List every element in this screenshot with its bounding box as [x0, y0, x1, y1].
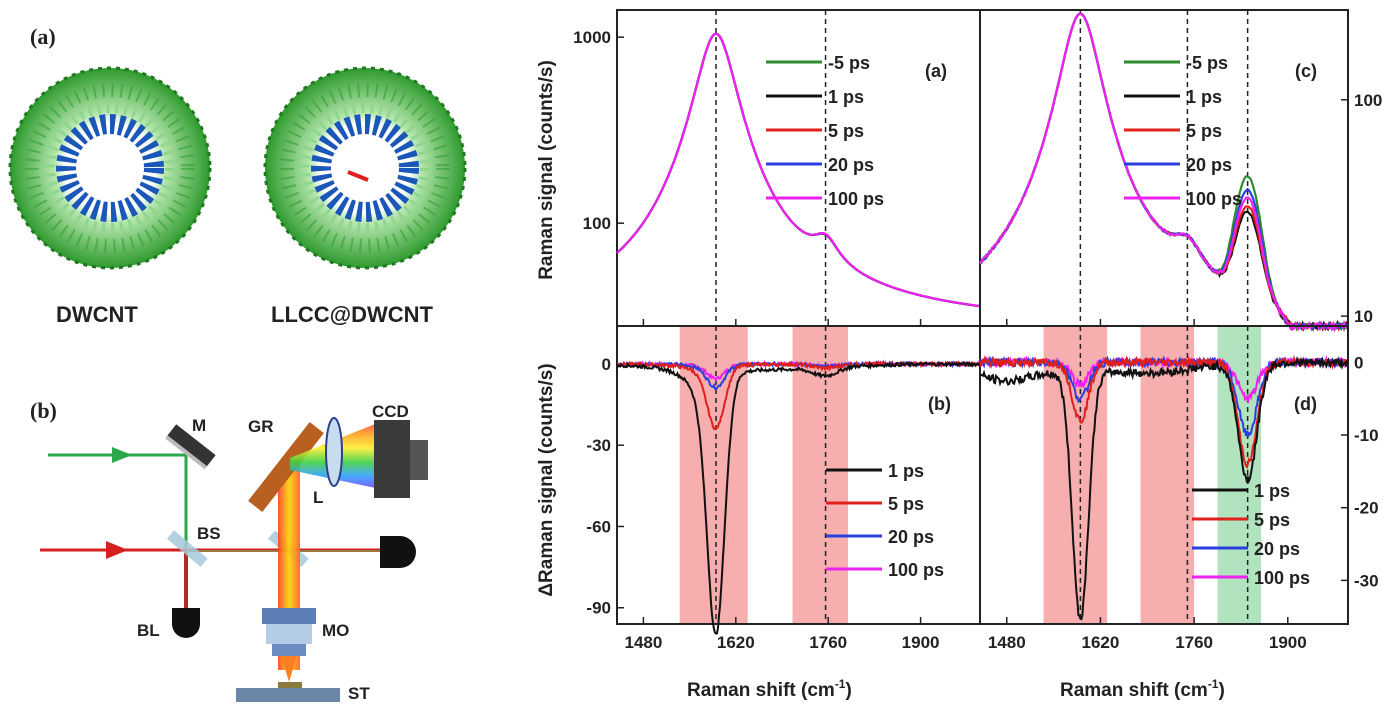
chart-d-xtick-label: 1620 — [1082, 633, 1120, 652]
chart-d-legend-label: 100 ps — [1254, 568, 1310, 588]
label-m: M — [192, 416, 206, 435]
chart-d-xtick-label: 1900 — [1269, 633, 1307, 652]
chart-c-ytick-label: 100 — [1354, 91, 1382, 110]
chart-a-ytick-label: 1000 — [573, 28, 611, 47]
label-mo: MO — [322, 621, 349, 640]
chart-d-panel-label: (d) — [1294, 394, 1317, 414]
optical-setup — [40, 417, 428, 702]
chart-a-legend-label: -5 ps — [828, 53, 870, 73]
chart-b-legend-label: 20 ps — [888, 527, 934, 547]
mirror — [166, 424, 216, 468]
carbon-chain — [347, 170, 369, 182]
label-gr: GR — [248, 417, 274, 436]
xlabel-left: Raman shift (cm-1) — [687, 677, 852, 701]
xlabel-right: Raman shift (cm-1) — [1060, 677, 1225, 701]
chart-d-xtick-label: 1480 — [988, 633, 1026, 652]
beam-splitter-1 — [166, 530, 208, 567]
chart-b-ytick-label: -30 — [586, 436, 611, 455]
llcc-dwcnt-label: LLCC@DWCNT — [271, 302, 434, 327]
microscope-objective — [262, 608, 316, 624]
label-bl: BL — [137, 621, 160, 640]
ylabel-a: Raman signal (counts/s) — [536, 60, 557, 280]
chart-a-legend-label: 5 ps — [828, 121, 864, 141]
dwcnt-label: DWCNT — [56, 302, 138, 327]
chart-c-ytick-label: 10 — [1354, 307, 1373, 326]
chart-b-ytick-label: -60 — [586, 517, 611, 536]
chart-b-series-line — [616, 360, 980, 635]
chart-b-legend-label: 100 ps — [888, 560, 944, 580]
chart-d-ytick-label: 0 — [1354, 353, 1363, 372]
chart-b-series-line — [616, 359, 980, 390]
chart-d-ytick-label: -20 — [1354, 499, 1379, 518]
chart-d-legend-label: 5 ps — [1254, 510, 1290, 530]
chart-d-frame — [979, 325, 1349, 625]
chart-c-legend-label: 5 ps — [1186, 121, 1222, 141]
chart-d-ytick-label: -10 — [1354, 426, 1379, 445]
chart-c-panel-label: (c) — [1295, 61, 1317, 81]
chart-a-panel-label: (a) — [925, 61, 947, 81]
chart-c-legend-label: -5 ps — [1186, 53, 1228, 73]
sample-stage — [236, 688, 340, 702]
chart-d-band-green — [1217, 326, 1262, 624]
label-l: L — [313, 488, 323, 507]
chart-b-xtick-label: 1900 — [902, 633, 940, 652]
label-ccd: CCD — [372, 402, 409, 421]
label-st: ST — [348, 684, 370, 703]
beam-block — [172, 608, 200, 638]
panel-a-label: (a) — [30, 24, 56, 49]
ylabel-b: ΔRaman signal (counts/s) — [536, 363, 557, 596]
detector — [380, 536, 416, 568]
chart-c-series-line — [979, 12, 1349, 333]
chart-b-ytick-label: -90 — [586, 599, 611, 618]
chart-c-legend-label: 1 ps — [1186, 87, 1222, 107]
label-bs: BS — [197, 524, 221, 543]
chart-c-legend-label: 20 ps — [1186, 155, 1232, 175]
ccd-camera — [374, 420, 410, 498]
chart-b-xtick-label: 1480 — [624, 633, 662, 652]
chart-b-legend-label: 1 ps — [888, 461, 924, 481]
panel-b-label: (b) — [30, 398, 57, 423]
chart-a-ytick-label: 100 — [583, 214, 611, 233]
grating — [248, 422, 324, 512]
chart-b-band — [679, 326, 748, 624]
chart-d-legend-label: 20 ps — [1254, 539, 1300, 559]
chart-a-series-line — [616, 32, 981, 308]
chart-b-panel-label: (b) — [928, 394, 951, 414]
chart-b-xtick-label: 1760 — [809, 633, 847, 652]
chart-b-legend-label: 5 ps — [888, 494, 924, 514]
chart-a-legend-label: 1 ps — [828, 87, 864, 107]
chart-a-legend-label: 20 ps — [828, 155, 874, 175]
lens — [325, 417, 343, 487]
chart-d-series-line — [979, 356, 1349, 621]
chart-d-ytick-label: -30 — [1354, 571, 1379, 590]
chart-d-xtick-label: 1760 — [1175, 633, 1213, 652]
chart-a-legend-label: 100 ps — [828, 189, 884, 209]
chart-d-legend-label: 1 ps — [1254, 481, 1290, 501]
llcc-dwcnt-illustration — [263, 66, 467, 270]
chart-c-legend-label: 100 ps — [1186, 189, 1242, 209]
chart-b-xtick-label: 1620 — [717, 633, 755, 652]
chart-b-ytick-label: 0 — [602, 355, 611, 374]
dwcnt-illustration — [8, 66, 212, 270]
